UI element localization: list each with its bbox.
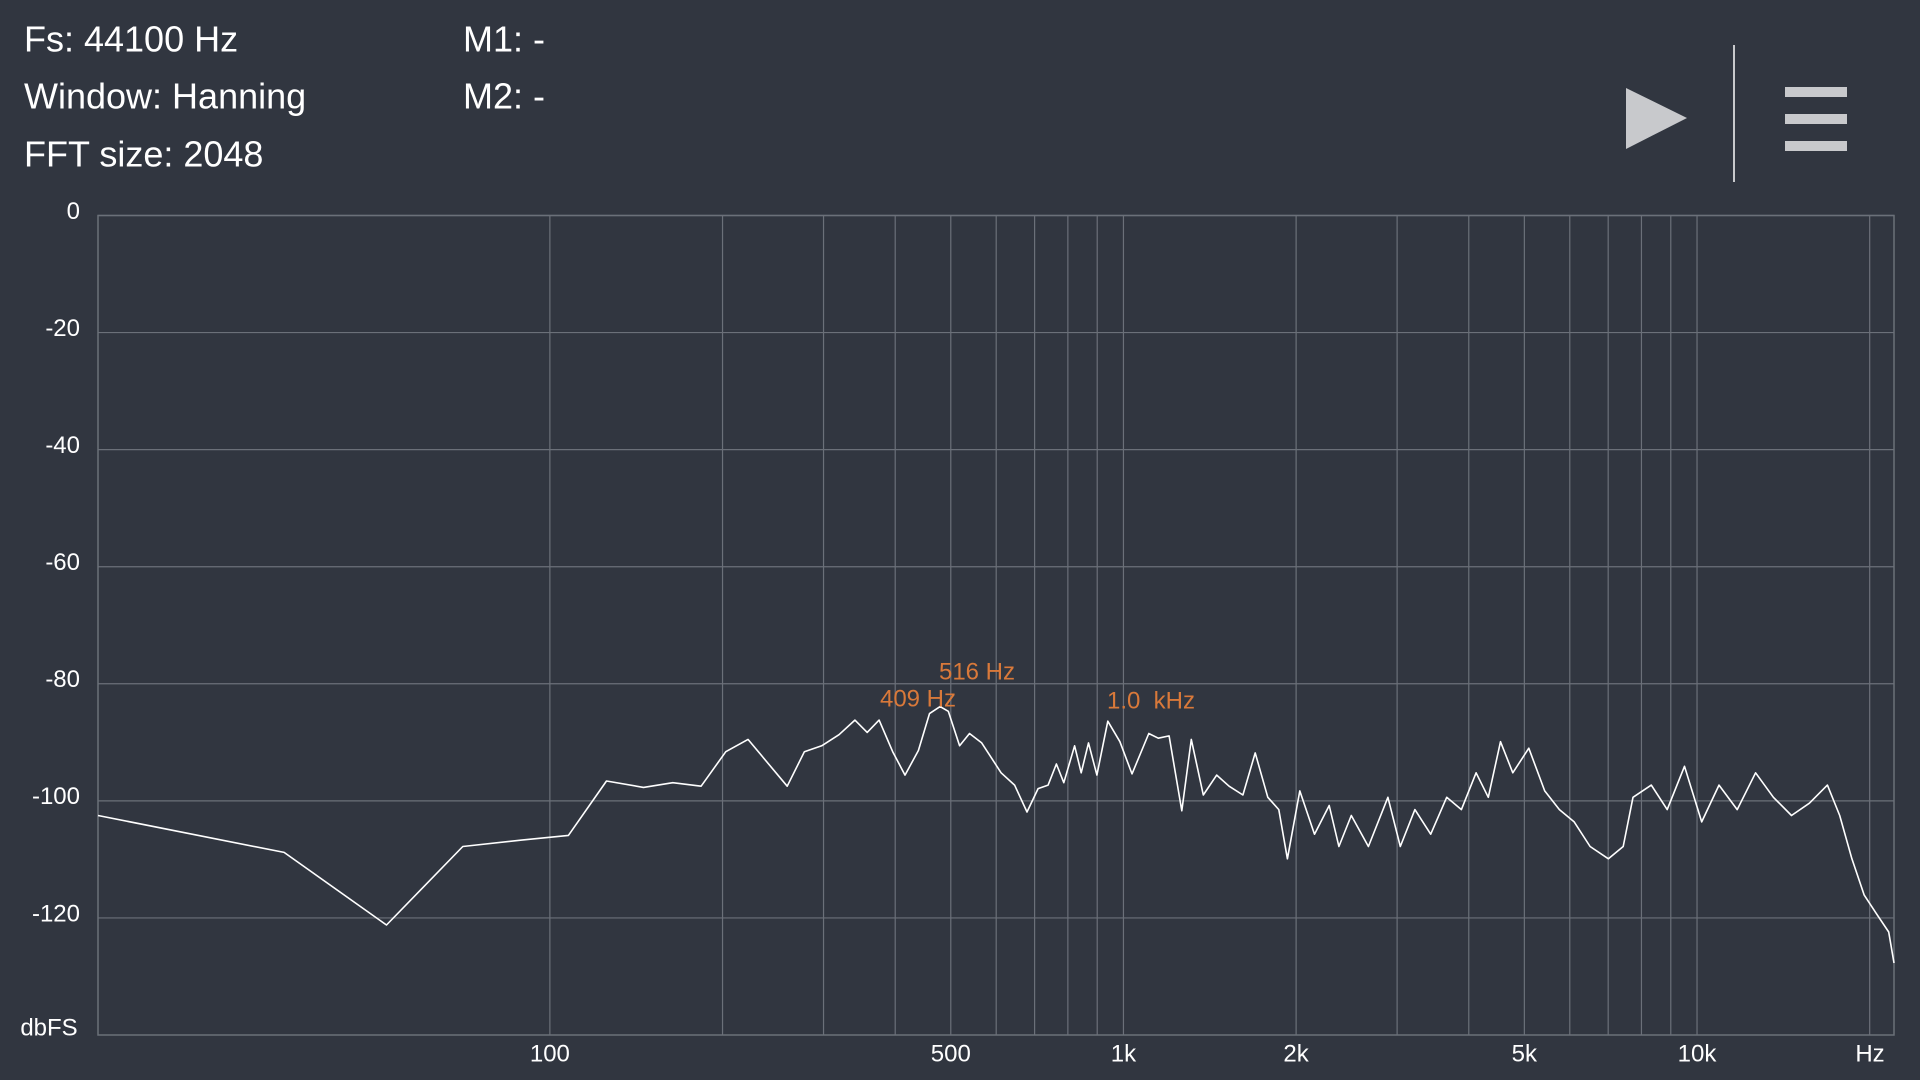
y-axis-unit: dbFS [20,1014,77,1041]
marker-2: M2: - [463,76,545,117]
x-axis-unit: Hz [1855,1040,1884,1067]
y-tick-label: -20 [45,315,80,342]
x-tick-label: 5k [1512,1040,1538,1067]
x-tick-label: 100 [530,1040,570,1067]
play-icon [1626,88,1687,149]
x-tick-label: 1k [1111,1040,1137,1067]
menu-bar [1785,87,1847,97]
plot: 0 -20 -40 -60 -80 -100 -120 100 500 1k 2k 5k 10k Hz db… [20,198,1895,1067]
peak-label: 1.0 kHz [1107,687,1195,714]
spectrum-line [97,705,1895,964]
fft-size: FFT size: 2048 [24,134,263,175]
x-tick-label: 10k [1678,1040,1718,1067]
peak-label: 516 Hz [939,658,1015,685]
y-tick-label: -120 [32,900,80,927]
x-tick-label: 500 [931,1040,971,1067]
menu-button[interactable] [1770,70,1865,165]
menu-bar [1785,141,1847,151]
y-tick-label: -40 [45,432,80,459]
window-type: Window: Hanning [24,76,306,117]
y-tick-label: -60 [45,549,80,576]
menu-bar [1785,114,1847,124]
y-tick-label: -100 [32,783,80,810]
x-tick-label: 2k [1283,1040,1309,1067]
play-button[interactable] [1610,70,1705,165]
sample-rate: Fs: 44100 Hz [24,19,238,60]
marker-1: M1: - [463,19,545,60]
y-tick-label: -80 [45,666,80,693]
peak-label: 409 Hz [880,685,956,712]
y-tick-label: 0 [67,198,80,225]
